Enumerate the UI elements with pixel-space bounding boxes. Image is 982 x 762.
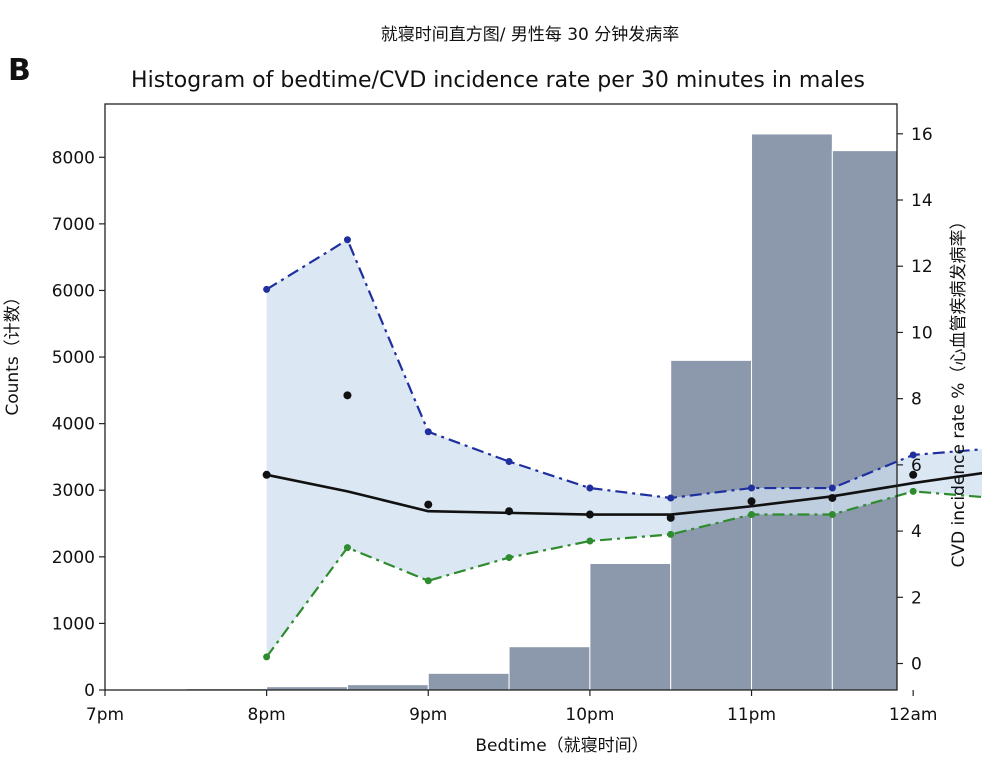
y-tick-label: 2000 <box>52 548 95 568</box>
y2-tick-label: 14 <box>911 191 933 211</box>
x-tick-label: 12am <box>889 705 938 725</box>
lower-ci-point <box>828 511 836 519</box>
y2-tick-label: 6 <box>911 456 922 476</box>
observed-point <box>828 493 837 502</box>
y-tick-label: 5000 <box>52 348 95 368</box>
y-tick-label: 6000 <box>52 281 95 301</box>
y2-tick-label: 4 <box>911 522 922 542</box>
y2-axis-label: CVD incidence rate %（心血管疾病发病率） <box>949 213 969 568</box>
histogram-bar-6 <box>589 562 672 691</box>
y2-tick-label: 10 <box>911 323 933 343</box>
observed-point <box>424 500 433 509</box>
y-tick-label: 7000 <box>52 215 95 235</box>
y2-tick-label: 2 <box>911 588 922 608</box>
upper-ci-point <box>424 428 432 436</box>
y2-tick-label: 8 <box>911 390 922 410</box>
observed-point <box>262 470 271 479</box>
lower-ci-point <box>263 653 271 661</box>
ci-band <box>266 239 982 657</box>
chart-subtitle: 就寝时间直方图/ 男性每 30 分钟发病率 <box>381 24 680 45</box>
observed-point <box>747 497 756 506</box>
upper-ci-point <box>505 458 513 466</box>
y-axis-label: Counts（计数） <box>3 288 23 415</box>
histogram-bar-8 <box>751 133 833 691</box>
y-tick-label: 0 <box>84 681 95 701</box>
upper-ci-point <box>586 484 594 492</box>
lower-ci-point <box>424 577 432 585</box>
upper-ci-point <box>667 494 675 502</box>
x-tick-label: 11pm <box>727 705 776 725</box>
histogram-bar-3 <box>346 684 429 691</box>
lower-ci-point <box>343 544 351 552</box>
lower-ci-line <box>265 490 982 658</box>
lower-ci-point <box>748 511 756 519</box>
observed-point <box>585 510 594 519</box>
histogram-bar-4 <box>427 672 510 691</box>
upper-ci-point <box>263 285 271 293</box>
x-tick-label: 10pm <box>565 705 614 725</box>
histogram-bar-5 <box>508 646 591 691</box>
y2-tick-label: 16 <box>911 125 933 145</box>
observed-point <box>505 507 514 516</box>
x-tick-label: 9pm <box>409 705 447 725</box>
upper-ci-point <box>828 484 836 492</box>
histogram-bar-9 <box>831 150 898 691</box>
x-axis-label: Bedtime（就寝时间） <box>475 735 648 756</box>
upper-ci-point <box>748 484 756 492</box>
observed-point <box>343 391 352 400</box>
lower-ci-point <box>586 537 594 545</box>
lower-ci-point <box>909 487 917 495</box>
upper-ci-point <box>909 451 917 459</box>
observed-point <box>666 513 675 522</box>
y2-tick-label: 0 <box>911 655 922 675</box>
upper-ci-point <box>343 236 351 244</box>
panel-label: B <box>8 53 31 88</box>
observed-point <box>909 470 918 479</box>
y-tick-label: 8000 <box>52 148 95 168</box>
y-tick-label: 1000 <box>52 614 95 634</box>
x-tick-label: 8pm <box>248 705 286 725</box>
confidence-band <box>266 239 982 657</box>
lower-ci-point <box>667 530 675 538</box>
x-tick-label: 7pm <box>86 705 124 725</box>
chart-title: Histogram of bedtime/CVD incidence rate … <box>131 68 865 93</box>
fitted-line <box>266 471 982 516</box>
y2-tick-label: 12 <box>911 257 933 277</box>
rate-lines <box>262 236 982 661</box>
y-tick-label: 4000 <box>52 415 95 435</box>
upper-ci-line <box>266 238 982 500</box>
plot-frame <box>104 103 898 691</box>
y-tick-label: 3000 <box>52 481 95 501</box>
lower-ci-point <box>505 554 513 562</box>
